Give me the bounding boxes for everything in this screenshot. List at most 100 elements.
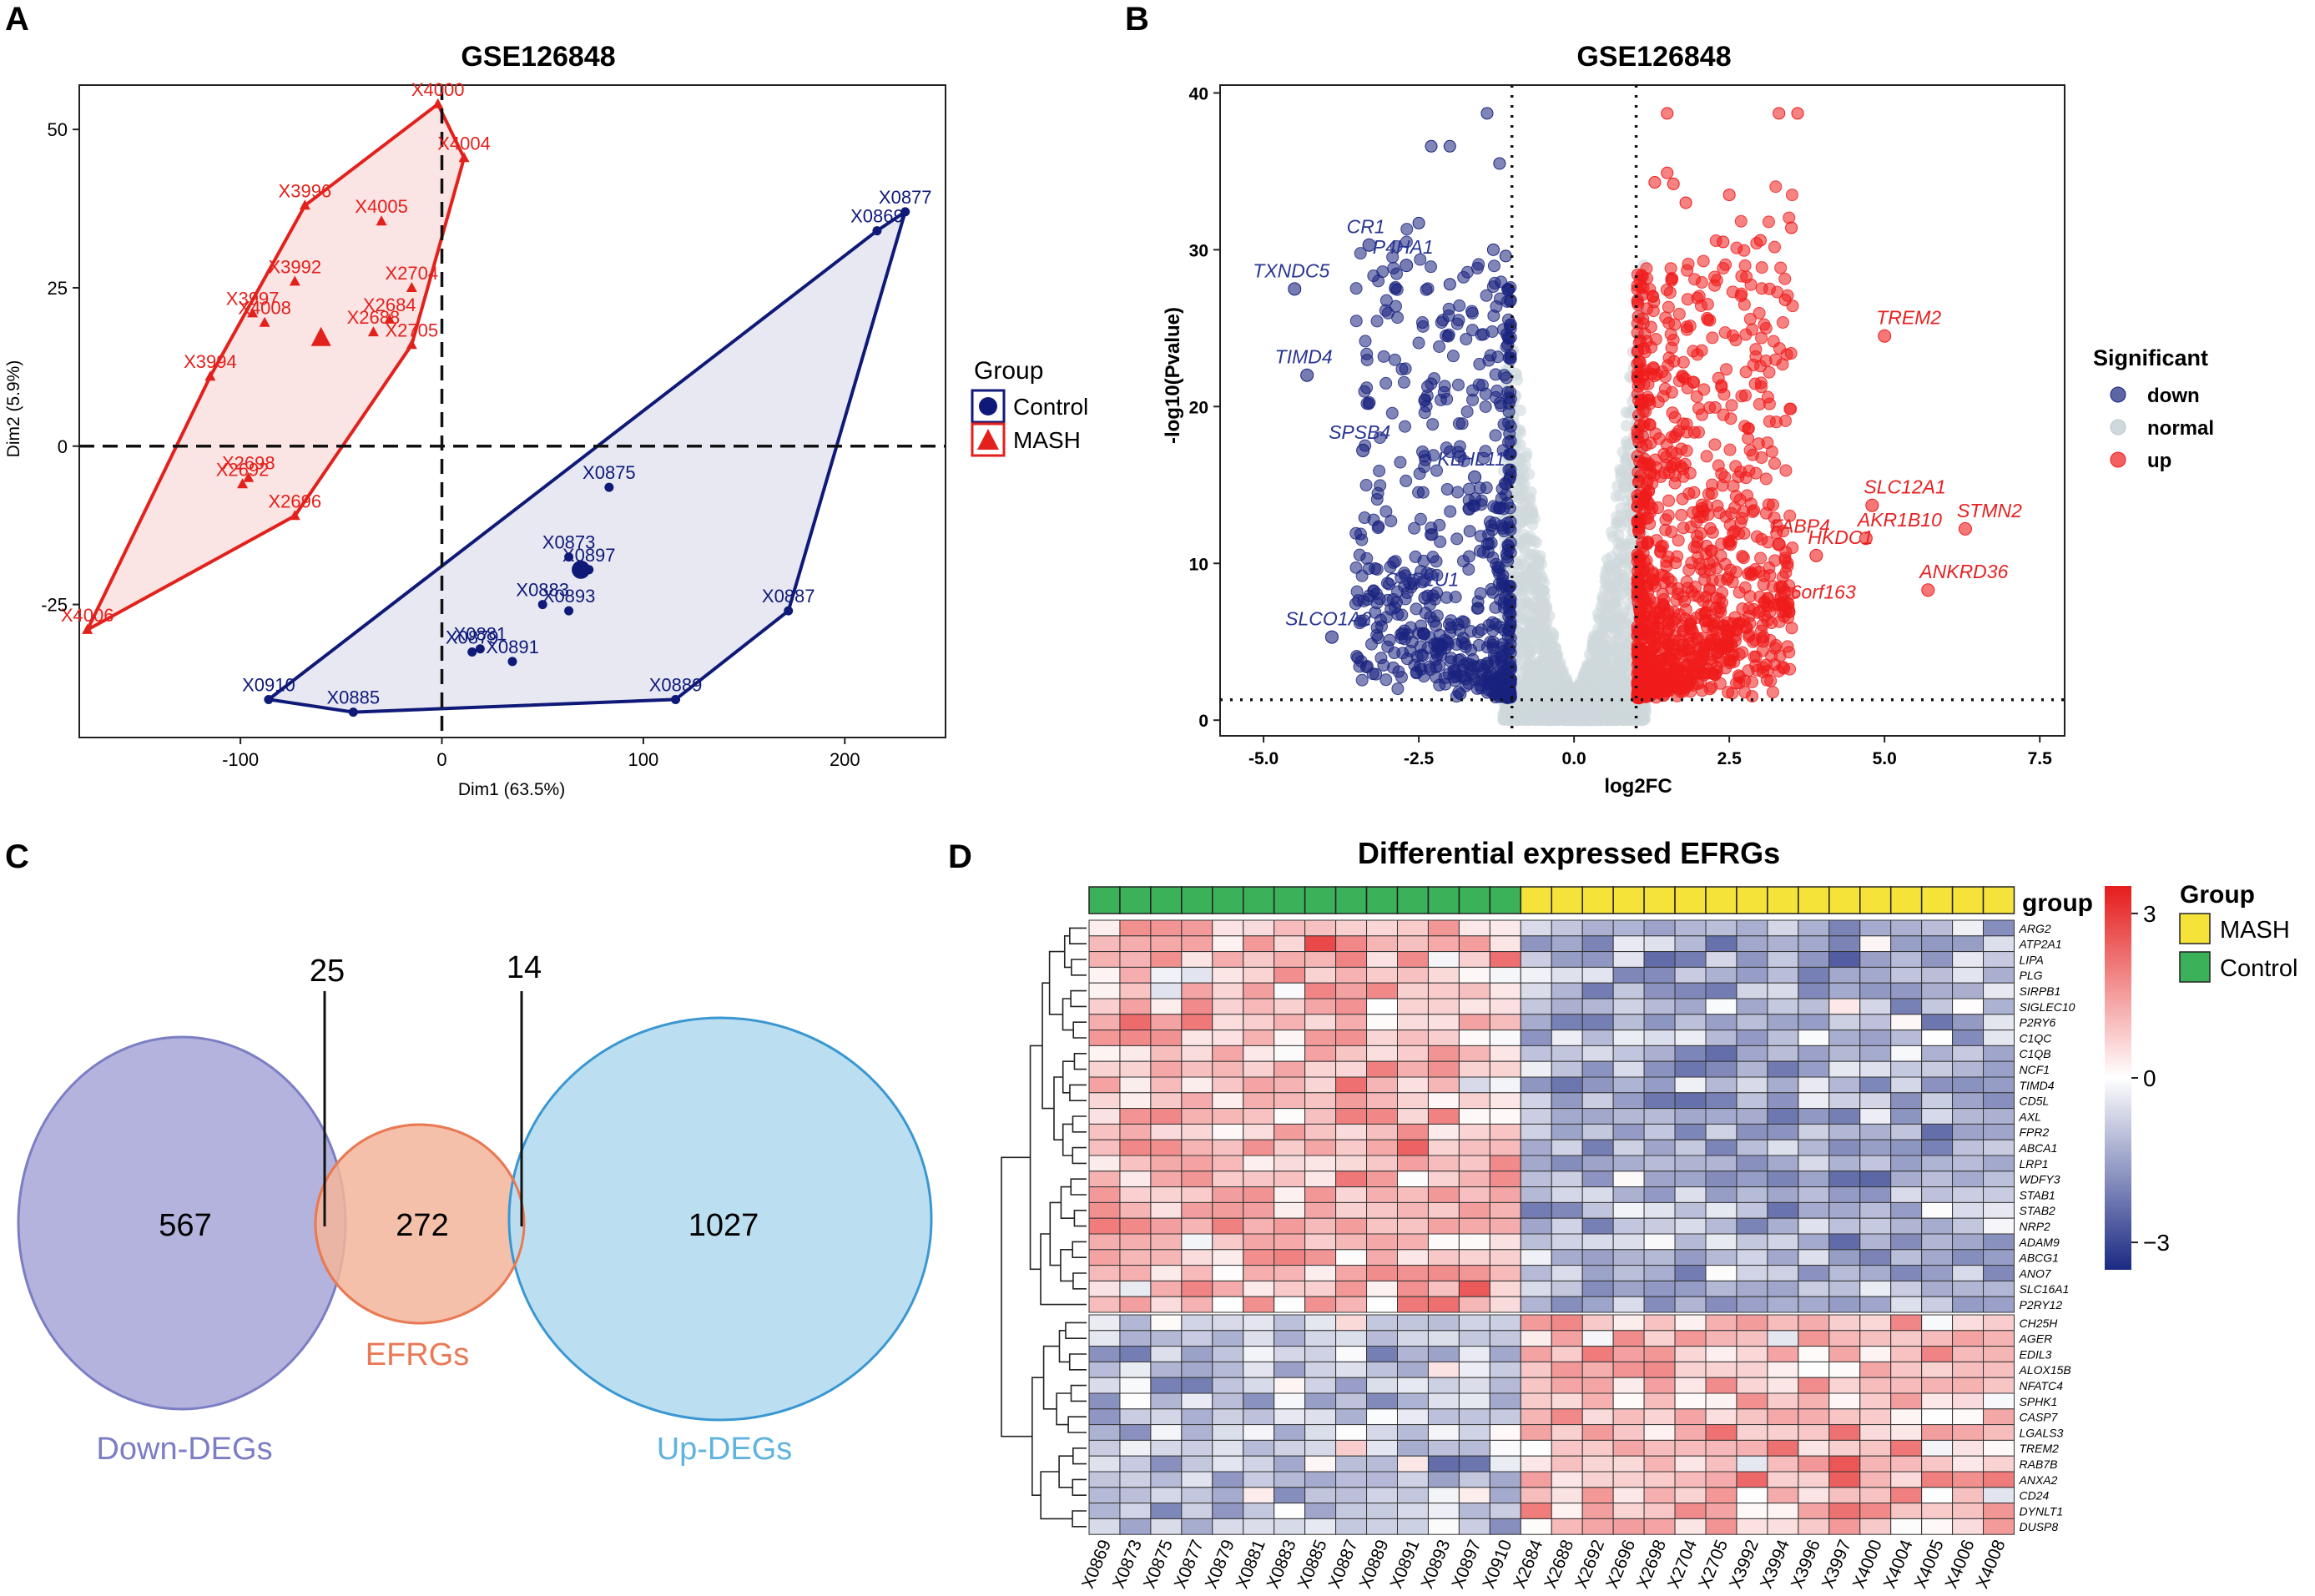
heatmap-cell <box>1890 919 1923 937</box>
pca-point <box>872 226 882 236</box>
heatmap-cell <box>1581 1076 1614 1094</box>
volcano-point-normal <box>1554 712 1566 724</box>
heatmap-cell <box>1828 1030 1861 1046</box>
volcano-point-up <box>1753 605 1767 618</box>
panel-a-letter: A <box>5 1 29 38</box>
volcano-point-down <box>1420 389 1434 402</box>
heatmap-cell <box>1643 966 1676 984</box>
heatmap-cell <box>1921 1280 1954 1297</box>
heatmap-cell <box>1366 951 1399 968</box>
heatmap-cell <box>1983 1014 2015 1031</box>
heatmap-cell <box>1890 1139 1923 1156</box>
volcano-point-down <box>1440 482 1454 496</box>
volcano-point-up <box>1647 567 1660 581</box>
heatmap-cell <box>1397 1045 1429 1062</box>
heatmap-cell <box>1304 1346 1337 1362</box>
heatmap-cell <box>1520 1123 1552 1140</box>
volcano-labeled-point <box>1772 537 1786 551</box>
volcano-point-up <box>1734 214 1748 228</box>
pca-point <box>900 207 910 217</box>
volcano-point-up <box>1631 642 1644 656</box>
heatmap-cell <box>1119 1217 1152 1235</box>
heatmap-cell <box>1274 1076 1306 1094</box>
heatmap-cell <box>1767 1139 1799 1156</box>
heatmap-cell <box>1397 1060 1429 1078</box>
volcano-point-up <box>1692 425 1705 439</box>
volcano-point-down <box>1445 614 1458 627</box>
volcano-point-down <box>1358 385 1371 398</box>
heatmap-cell <box>1212 1249 1244 1266</box>
heatmap-cell <box>1150 919 1183 937</box>
heatmap-cell <box>1243 951 1275 968</box>
heatmap-cell <box>1551 1249 1583 1266</box>
heatmap-cell <box>1921 1233 1954 1251</box>
volcano-point-up <box>1746 323 1759 336</box>
heatmap-cell <box>1890 1330 1923 1347</box>
heatmap-cell <box>1304 1076 1337 1094</box>
heatmap-cell <box>1181 1108 1213 1125</box>
heatmap-cell <box>1181 1045 1213 1062</box>
heatmap-cell <box>1612 1076 1645 1094</box>
pca-point-label: X2688 <box>347 307 401 328</box>
heatmap-cell <box>1458 1330 1490 1347</box>
volcano-point-down <box>1448 674 1461 687</box>
volcano-point-down <box>1367 513 1380 526</box>
heatmap-cell <box>1427 1045 1460 1062</box>
heatmap-cell <box>1150 1045 1183 1062</box>
volcano-point-down <box>1389 282 1402 295</box>
volcano-point-normal <box>1521 596 1533 608</box>
heatmap-cell <box>1798 1314 1830 1332</box>
volcano-point-normal <box>1611 652 1624 664</box>
heatmap-cell <box>1952 1030 1985 1046</box>
heatmap-cell <box>1890 1108 1923 1125</box>
volcano-gene-label: STMN2 <box>1957 500 2022 521</box>
heatmap-cell <box>1243 1217 1275 1235</box>
heatmap-cell <box>1736 1123 1768 1140</box>
heatmap-cell <box>1921 1108 1954 1125</box>
heatmap-cell <box>1581 1139 1614 1156</box>
heatmap-cell <box>1551 951 1583 968</box>
pca-point <box>376 215 387 226</box>
heatmap-cell <box>1551 1123 1583 1140</box>
heatmap-group-cell <box>1088 886 1121 914</box>
pca-point-label: X4008 <box>238 298 291 319</box>
heatmap-cell <box>1798 998 1830 1015</box>
volcano-point-down <box>1475 494 1488 507</box>
volcano-point-up <box>1750 530 1763 543</box>
heatmap-cell <box>1859 951 1892 968</box>
heatmap-cell <box>1427 1171 1460 1188</box>
heatmap-cell <box>1119 1014 1152 1031</box>
heatmap-cell <box>1581 1249 1614 1266</box>
heatmap-cell <box>1674 919 1707 937</box>
heatmap-group-cell <box>1643 886 1676 914</box>
pca-legend-title: Group <box>974 357 1043 385</box>
heatmap-cell <box>1581 1045 1614 1062</box>
volcano-point-up <box>1702 313 1715 326</box>
volcano-point-up <box>1668 629 1682 642</box>
heatmap-cell <box>1890 1123 1923 1140</box>
heatmap-cell <box>1983 1330 2015 1347</box>
volcano-point-up <box>1686 667 1699 680</box>
heatmap-cell <box>1243 1014 1275 1031</box>
heatmap-cell <box>1304 1014 1337 1031</box>
volcano-point-normal <box>1618 475 1631 487</box>
volcano-point-down <box>1391 311 1405 325</box>
heatmap-cell <box>1551 1217 1583 1235</box>
heatmap-cell <box>1304 935 1337 953</box>
volcano-point-down <box>1360 551 1374 565</box>
heatmap-cell <box>1520 982 1552 999</box>
heatmap-annotation-label: group <box>2022 889 2093 917</box>
heatmap-cell <box>1150 1139 1183 1156</box>
volcano-point-normal <box>1596 591 1609 603</box>
volcano-point-down <box>1379 505 1393 518</box>
volcano-gene-label: SLCO1A2 <box>1285 608 1372 630</box>
volcano-point-down <box>1475 674 1489 687</box>
heatmap-cell <box>1243 1265 1275 1281</box>
volcano-point-up <box>1660 560 1673 573</box>
heatmap-cell <box>1304 966 1337 984</box>
volcano-point-up <box>1742 422 1755 436</box>
volcano-point-normal <box>1516 555 1528 567</box>
heatmap-cell <box>1366 1186 1399 1203</box>
heatmap-cell <box>1489 1217 1521 1235</box>
pca-point <box>348 707 358 717</box>
